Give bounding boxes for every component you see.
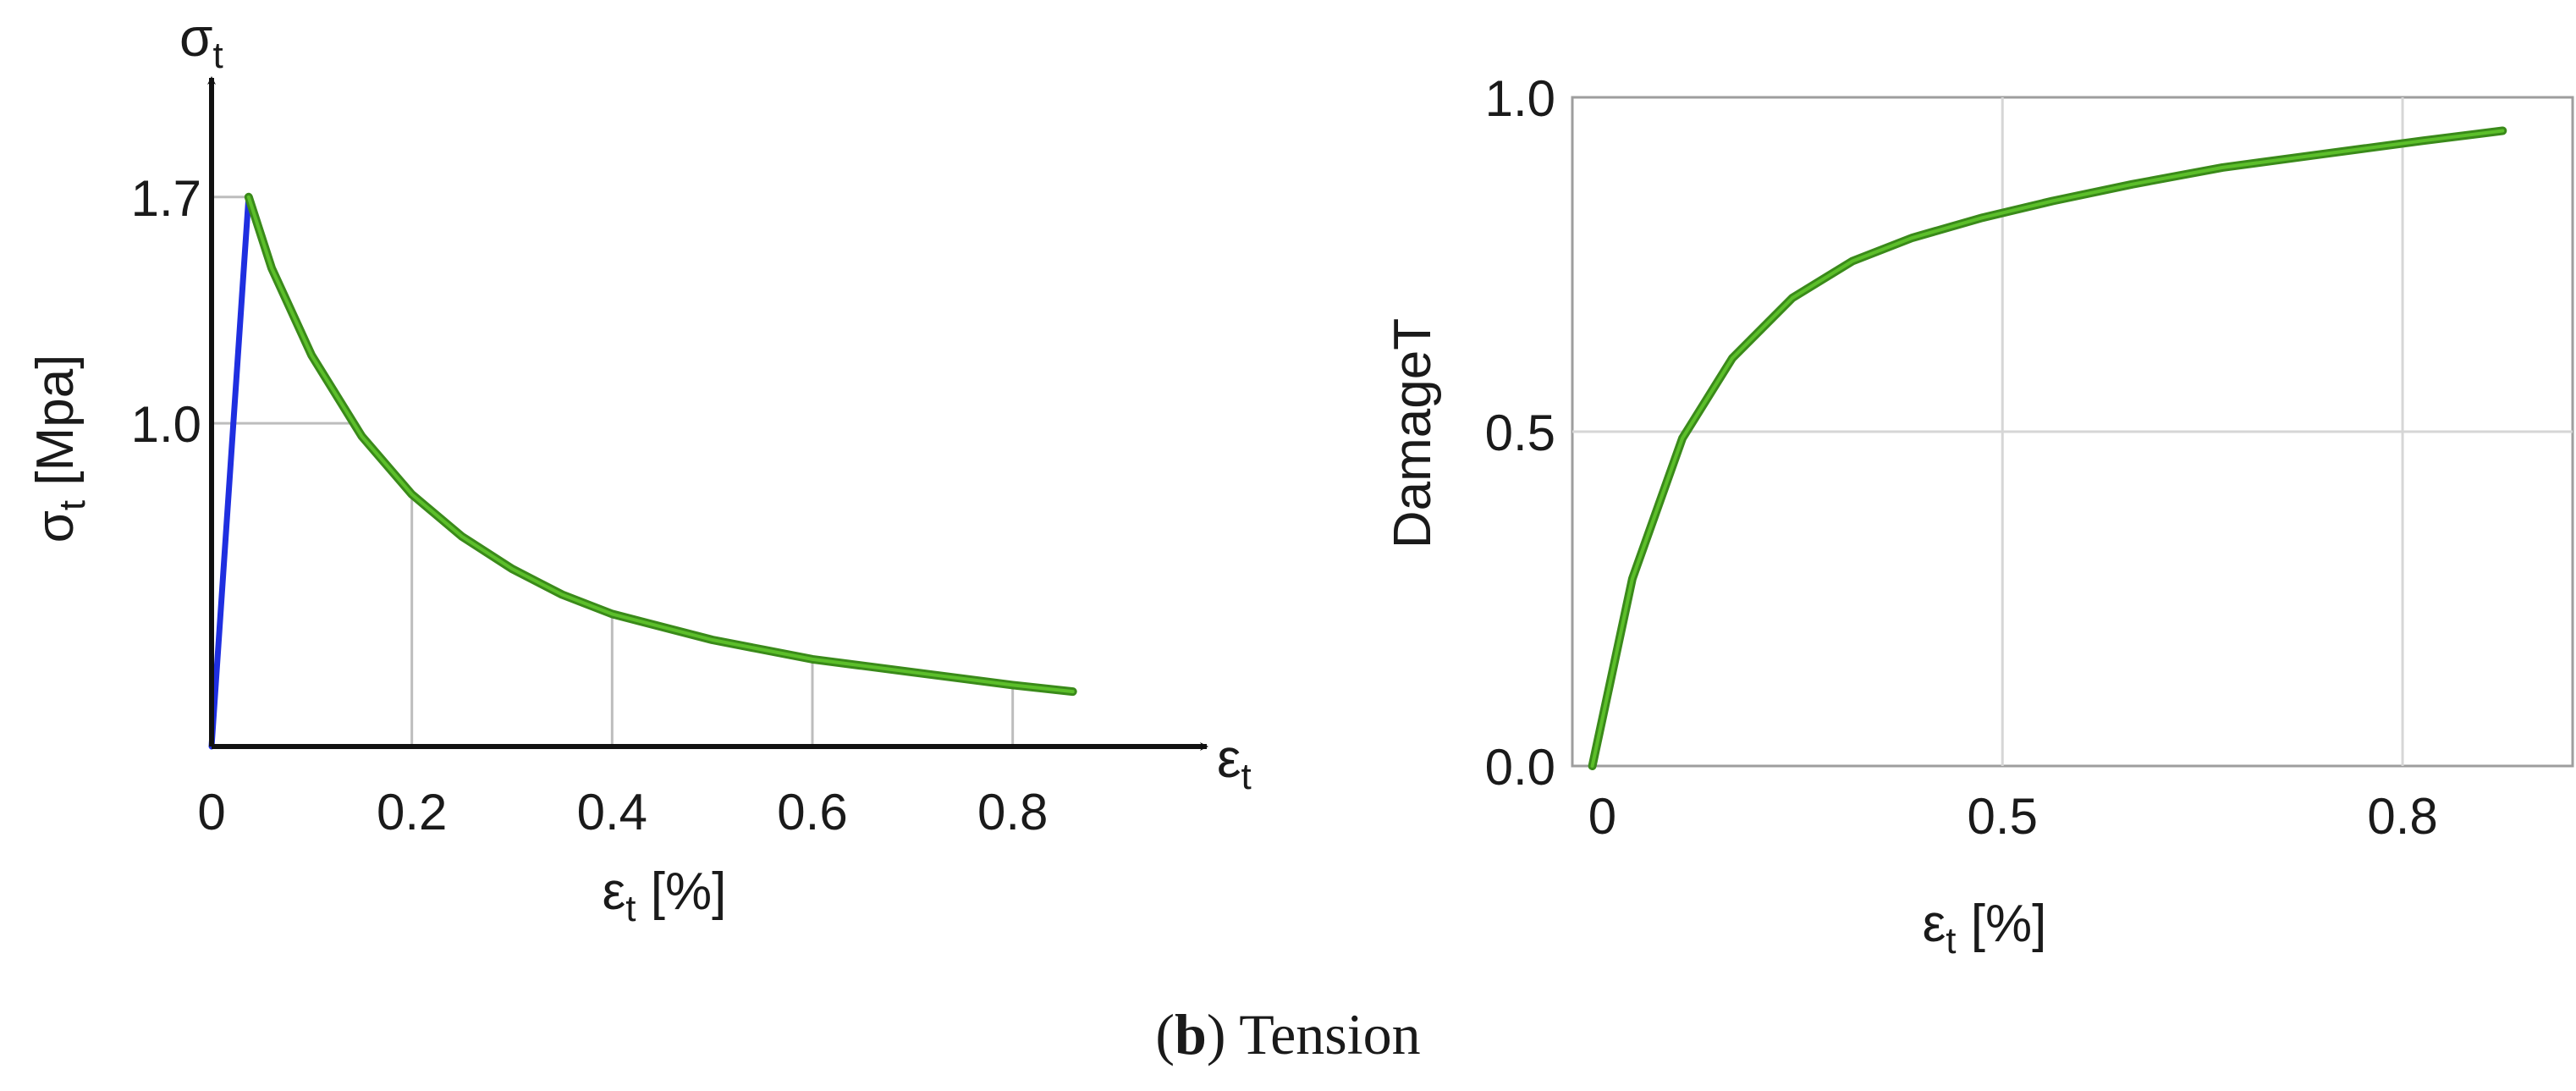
left-x-tick-label: 0 [197,784,225,840]
right-y-axis-title: DamageT [1384,318,1442,548]
right-y-tick-labels: 0.0 0.5 1.0 [1485,70,1555,796]
left-x-tick-label: 0.4 [577,784,647,840]
elastic-line [208,194,252,750]
right-x-tick-labels: 0 0.5 0.8 [1588,788,2438,845]
caption-text: Tension [1226,1002,1421,1066]
damage-chart: 0 0.5 0.8 0.0 0.5 1.0 DamageT εt [%] [1384,70,2574,962]
left-x-tick-label: 0.2 [377,784,447,840]
left-y-tick-label: 1.0 [131,396,201,453]
softening-curve-highlight [246,195,1075,694]
softening-curve [244,192,1077,697]
figure-caption: (b) Tension [1155,1002,1420,1066]
left-x-tick-label: 0.8 [977,784,1048,840]
left-x-axis-title: εt [%] [603,862,727,929]
caption-label: b [1175,1002,1207,1066]
left-axis-top-label: σt [179,7,223,76]
right-x-tick-label: 0.8 [2367,788,2437,845]
right-x-tick-label: 0 [1588,788,1616,845]
left-y-tick-labels: 1.0 1.7 [131,170,201,453]
right-y-tick-label: 0.0 [1485,739,1555,796]
left-axis-right-label: εt [1217,728,1252,797]
left-y-axis-title: σt [Mpa] [26,355,93,543]
right-x-tick-label: 0.5 [1968,788,2038,845]
damage-curve-highlight [1590,129,2505,768]
left-series-group [208,192,1077,750]
left-gridlines [212,196,1015,747]
right-y-tick-label: 0.5 [1485,405,1555,461]
right-series-group [1588,126,2507,770]
left-x-tick-label: 0.6 [777,784,847,840]
left-y-tick-label: 1.7 [131,170,201,227]
right-x-axis-title: εt [%] [1923,895,2047,962]
left-x-tick-labels: 0 0.2 0.4 0.6 0.8 [197,784,1048,840]
stress-strain-chart: 0 0.2 0.4 0.6 0.8 1.0 1.7 σt εt σt [Mpa] εt [… [26,7,1252,929]
right-y-tick-label: 1.0 [1485,70,1555,127]
